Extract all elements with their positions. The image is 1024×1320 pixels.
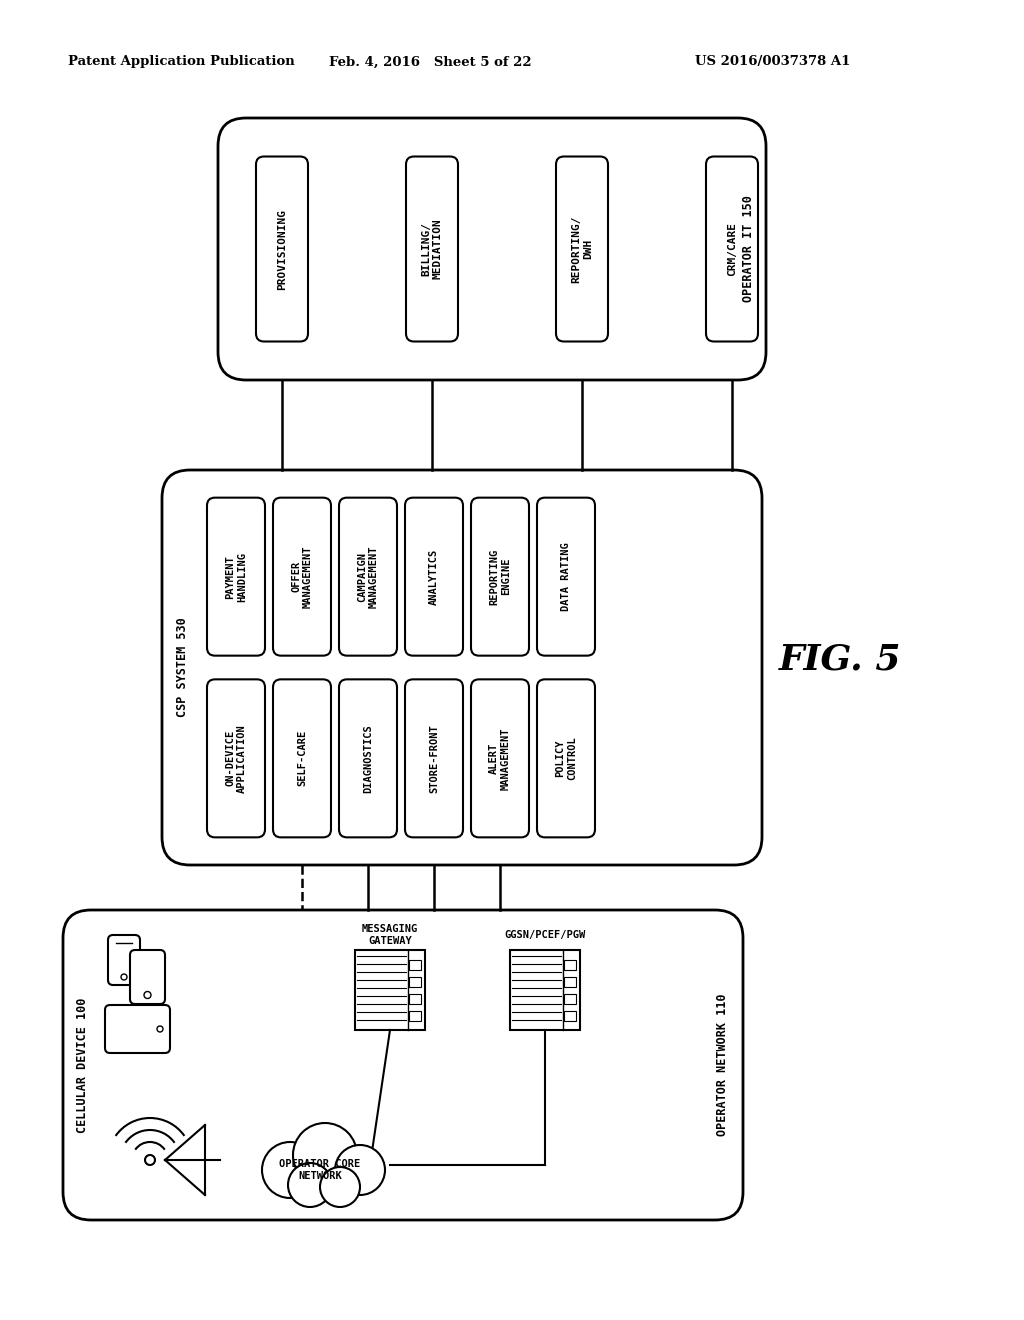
FancyBboxPatch shape bbox=[706, 157, 758, 342]
Text: CRM/CARE: CRM/CARE bbox=[727, 222, 737, 276]
Bar bbox=[564, 1011, 575, 1020]
Circle shape bbox=[335, 1144, 385, 1195]
Text: US 2016/0037378 A1: US 2016/0037378 A1 bbox=[695, 55, 850, 69]
FancyBboxPatch shape bbox=[556, 157, 608, 342]
Text: CSP SYSTEM 530: CSP SYSTEM 530 bbox=[175, 618, 188, 717]
Bar bbox=[564, 977, 575, 987]
Text: ANALYTICS: ANALYTICS bbox=[429, 549, 439, 605]
Circle shape bbox=[293, 1123, 357, 1187]
Bar bbox=[409, 994, 421, 1005]
Bar bbox=[564, 994, 575, 1005]
Text: PAYMENT
HANDLING: PAYMENT HANDLING bbox=[225, 552, 247, 602]
Text: SELF-CARE: SELF-CARE bbox=[297, 730, 307, 787]
Circle shape bbox=[288, 1163, 332, 1206]
Text: Feb. 4, 2016   Sheet 5 of 22: Feb. 4, 2016 Sheet 5 of 22 bbox=[329, 55, 531, 69]
FancyBboxPatch shape bbox=[339, 680, 397, 837]
FancyBboxPatch shape bbox=[339, 498, 397, 656]
FancyBboxPatch shape bbox=[273, 680, 331, 837]
Text: ALERT
MANAGEMENT: ALERT MANAGEMENT bbox=[489, 727, 511, 789]
Bar bbox=[564, 960, 575, 970]
FancyBboxPatch shape bbox=[537, 680, 595, 837]
Text: OPERATOR NETWORK 110: OPERATOR NETWORK 110 bbox=[717, 994, 729, 1137]
FancyBboxPatch shape bbox=[406, 680, 463, 837]
FancyBboxPatch shape bbox=[471, 680, 529, 837]
FancyBboxPatch shape bbox=[471, 498, 529, 656]
Text: STORE-FRONT: STORE-FRONT bbox=[429, 723, 439, 793]
Text: REPORTING
ENGINE: REPORTING ENGINE bbox=[489, 549, 511, 605]
FancyBboxPatch shape bbox=[273, 498, 331, 656]
Bar bbox=[409, 1011, 421, 1020]
Text: ON-DEVICE
APPLICATION: ON-DEVICE APPLICATION bbox=[225, 723, 247, 793]
Text: CAMPAIGN
MANAGEMENT: CAMPAIGN MANAGEMENT bbox=[357, 545, 379, 609]
FancyBboxPatch shape bbox=[256, 157, 308, 342]
FancyBboxPatch shape bbox=[406, 157, 458, 342]
Text: DATA RATING: DATA RATING bbox=[561, 543, 571, 611]
Text: PROVISIONING: PROVISIONING bbox=[278, 209, 287, 289]
Text: POLICY
CONTROL: POLICY CONTROL bbox=[555, 737, 577, 780]
FancyBboxPatch shape bbox=[162, 470, 762, 865]
Text: BILLING/
MEDIATION: BILLING/ MEDIATION bbox=[421, 219, 442, 280]
Circle shape bbox=[262, 1142, 318, 1199]
Text: GGSN/PCEF/PGW: GGSN/PCEF/PGW bbox=[505, 931, 586, 940]
Bar bbox=[510, 950, 580, 1030]
Text: REPORTING/
DWH: REPORTING/ DWH bbox=[571, 215, 593, 282]
FancyBboxPatch shape bbox=[406, 498, 463, 656]
Text: OPERATOR CORE
NETWORK: OPERATOR CORE NETWORK bbox=[280, 1159, 360, 1181]
FancyBboxPatch shape bbox=[63, 909, 743, 1220]
Text: CELLULAR DEVICE 100: CELLULAR DEVICE 100 bbox=[77, 998, 89, 1133]
Circle shape bbox=[319, 1167, 360, 1206]
FancyBboxPatch shape bbox=[105, 1005, 170, 1053]
Text: OFFER
MANAGEMENT: OFFER MANAGEMENT bbox=[291, 545, 312, 609]
FancyBboxPatch shape bbox=[207, 498, 265, 656]
Bar bbox=[409, 977, 421, 987]
FancyBboxPatch shape bbox=[537, 498, 595, 656]
FancyBboxPatch shape bbox=[218, 117, 766, 380]
FancyBboxPatch shape bbox=[130, 950, 165, 1005]
FancyBboxPatch shape bbox=[108, 935, 140, 985]
Bar bbox=[355, 950, 425, 1030]
Text: DIAGNOSTICS: DIAGNOSTICS bbox=[362, 723, 373, 793]
Text: OPERATOR IT 150: OPERATOR IT 150 bbox=[741, 195, 755, 302]
Text: MESSAGING
GATEWAY: MESSAGING GATEWAY bbox=[361, 924, 418, 946]
Text: Patent Application Publication: Patent Application Publication bbox=[68, 55, 295, 69]
Text: FIG. 5: FIG. 5 bbox=[778, 643, 901, 677]
Bar bbox=[409, 960, 421, 970]
FancyBboxPatch shape bbox=[207, 680, 265, 837]
